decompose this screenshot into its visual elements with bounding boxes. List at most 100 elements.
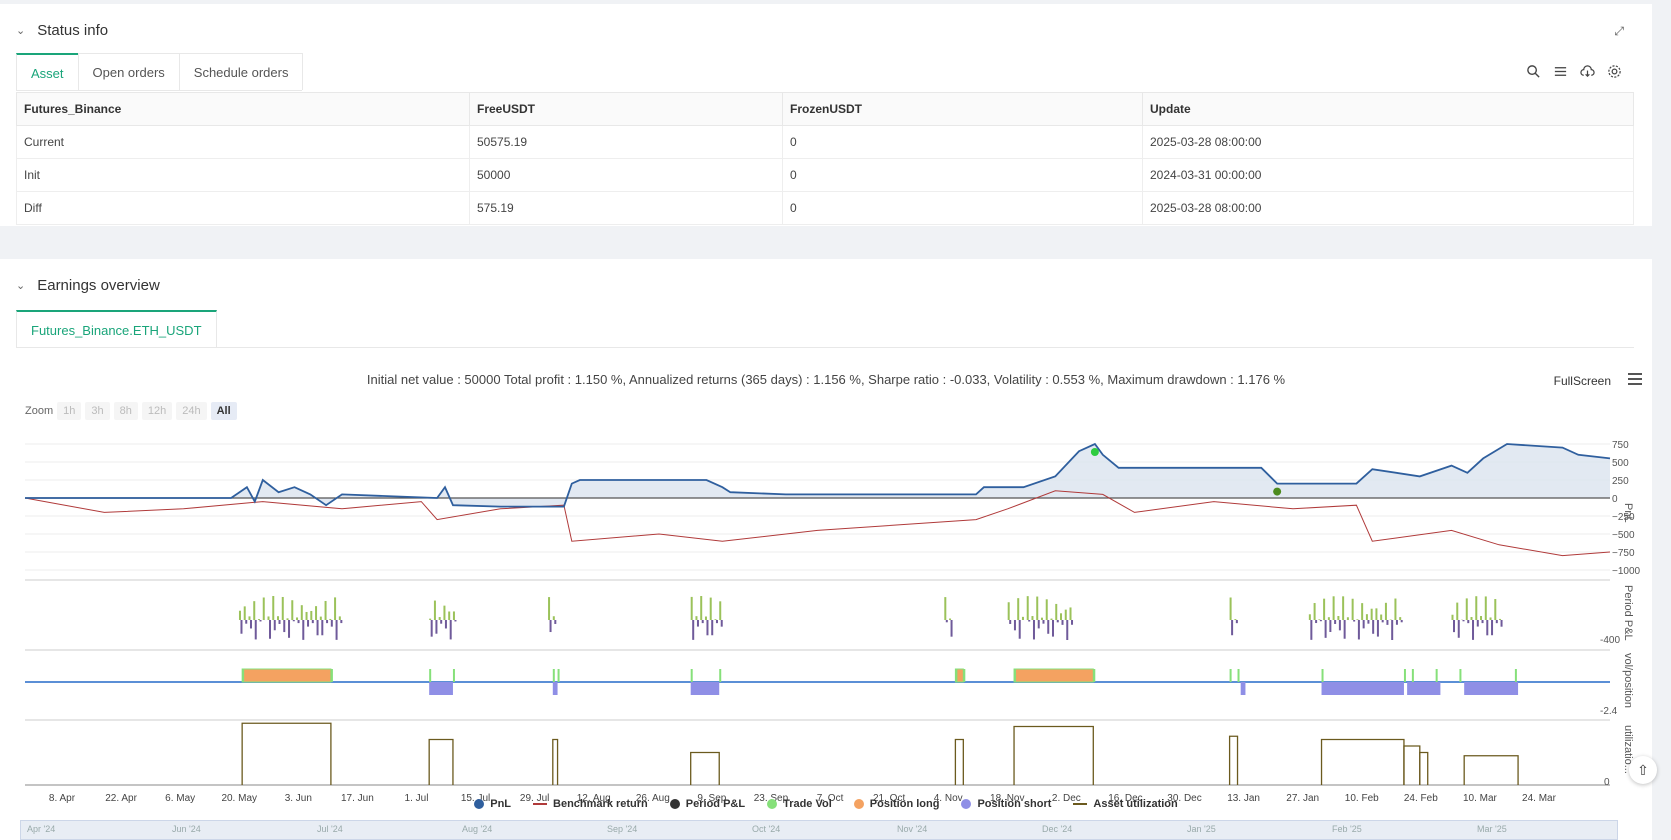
zoom-8h-button[interactable]: 8h — [113, 402, 138, 420]
status-panel-header[interactable]: ⌄ Status info — [16, 22, 108, 39]
navigator-tick-label: Aug '24 — [462, 824, 493, 834]
period-pnl-bar — [1234, 619, 1237, 620]
asset-table: Futures_Binance FreeUSDT FrozenUSDT Upda… — [16, 92, 1634, 225]
trade-vol-bar — [1459, 669, 1462, 682]
period-pnl-bar — [444, 620, 447, 629]
x-tick-label: 15. Jul — [461, 793, 490, 804]
period-pnl-bar — [1327, 617, 1330, 620]
legend-asset-utilization[interactable]: Asset utilization — [1073, 798, 1178, 810]
position-short-bar — [1407, 682, 1441, 695]
period-pnl-bar — [1332, 596, 1335, 620]
x-tick-label: 30. Dec — [1167, 793, 1201, 804]
chart-legend: PnL Benchmark return Period P&L Trade Vo… — [0, 798, 1652, 810]
period-pnl-bar — [1500, 620, 1503, 627]
x-tick-label: 16. Dec — [1108, 793, 1142, 804]
row-label-current[interactable]: Current — [16, 125, 470, 159]
period-pnl-bar — [1018, 620, 1021, 639]
col-header-free: FreeUSDT — [469, 92, 783, 126]
zoom-1h-button[interactable]: 1h — [57, 402, 82, 420]
position-short-bar — [429, 682, 453, 695]
tab-asset[interactable]: Asset — [16, 53, 79, 90]
period-pnl-bar — [548, 597, 551, 620]
legend-position-short[interactable]: Position short — [961, 798, 1051, 810]
period-pnl-bar — [300, 605, 303, 620]
period-pnl-bar — [1051, 620, 1054, 637]
period-pnl-bar — [272, 596, 275, 620]
utilization-step — [241, 722, 332, 785]
period-pnl-bar — [443, 605, 446, 620]
period-pnl-bar — [273, 620, 276, 631]
period-pnl-bar — [1462, 620, 1465, 622]
x-tick-label: 23. Sep — [754, 793, 789, 804]
cloud-download-icon[interactable] — [1580, 64, 1595, 79]
zoom-24h-button[interactable]: 24h — [176, 402, 207, 420]
x-tick-label: 4. Nov — [934, 793, 963, 804]
period-pnl-bar — [1484, 596, 1487, 620]
period-pnl-bar — [700, 596, 703, 620]
navigator-tick-label: Jun '24 — [172, 824, 201, 834]
navigator-scrollbar[interactable]: Apr '24 Jun '24 Jul '24 Aug '24 Sep '24 Oct '… — [20, 820, 1618, 840]
earnings-tabs: Futures_Binance.ETH_USDT — [16, 310, 1634, 348]
period-pnl-bar — [1229, 597, 1232, 620]
legend-position-long[interactable]: Position long — [853, 798, 939, 810]
zoom-12h-button[interactable]: 12h — [141, 402, 173, 420]
period-pnl-bar — [1047, 620, 1050, 634]
row-label-diff: Diff — [16, 191, 470, 225]
zoom-3h-button[interactable]: 3h — [85, 402, 110, 420]
period-pnl-bar — [714, 619, 717, 620]
period-pnl-bar — [1329, 620, 1332, 632]
trade-vol-bar — [429, 669, 432, 682]
tab-schedule-orders[interactable]: Schedule orders — [178, 53, 304, 90]
search-icon[interactable] — [1526, 64, 1541, 79]
x-tick-label: 13. Jan — [1227, 793, 1260, 804]
legend-period-pnl[interactable]: Period P&L — [669, 798, 745, 810]
period-pnl-bar — [454, 620, 457, 622]
period-pnl-bar — [690, 596, 693, 620]
zoom-all-button[interactable]: All — [210, 402, 237, 420]
period-pnl-bar — [269, 620, 272, 639]
trade-vol-bar — [1229, 669, 1232, 682]
period-pnl-bar — [1353, 620, 1356, 622]
x-tick-label: 10. Mar — [1463, 793, 1498, 804]
legend-benchmark[interactable]: Benchmark return — [533, 798, 648, 810]
back-to-top-button[interactable]: ⇧ — [1629, 756, 1657, 784]
chevron-down-icon[interactable]: ⌄ — [16, 25, 26, 37]
period-pnl-bar — [288, 620, 291, 638]
period-pnl-bar — [1457, 620, 1460, 638]
x-tick-label: 26. Aug — [636, 793, 670, 804]
trade-vol-bar — [1321, 669, 1324, 682]
period-pnl-bar — [719, 601, 722, 620]
asset-utilization — [241, 722, 1519, 785]
chevron-down-icon[interactable]: ⌄ — [16, 280, 26, 292]
period-pnl-bar — [1021, 616, 1024, 620]
max-marker — [1090, 448, 1099, 456]
period-pnl-bar — [1346, 617, 1349, 620]
earnings-chart[interactable]: 750 500 250 0 −250 −500 −750 −1000 PnL -400 Period… — [0, 425, 1671, 805]
period-pnl-bar — [950, 620, 953, 637]
collapse-icon[interactable]: ⤢ — [1614, 24, 1624, 38]
cell-free: 575.19 — [469, 191, 783, 225]
period-pnl-bar — [1338, 620, 1341, 631]
period-pnl-bar — [1356, 619, 1359, 620]
legend-trade-vol[interactable]: Trade Vol — [767, 798, 832, 810]
list-icon[interactable] — [1553, 64, 1568, 79]
tab-open-orders[interactable]: Open orders — [77, 53, 180, 90]
period-pnl-bar — [695, 616, 698, 620]
chart-menu-icon[interactable] — [1627, 372, 1643, 386]
period-pnl-bar — [1370, 608, 1373, 620]
period-pnl-bar — [1453, 620, 1455, 633]
cell-frozen: 0 — [782, 191, 1143, 225]
period-pnl-bar — [1009, 620, 1012, 624]
fullscreen-button[interactable]: FullScreen — [1553, 374, 1611, 388]
tab-symbol[interactable]: Futures_Binance.ETH_USDT — [16, 310, 217, 347]
period-pnl-bar — [1037, 620, 1040, 629]
pnl-axis-label: PnL — [1622, 503, 1634, 523]
trade-vol-bar — [963, 669, 966, 682]
x-tick-label: 24. Mar — [1522, 793, 1557, 804]
period-pnl-bar — [1310, 620, 1313, 640]
period-pnl-bar — [253, 601, 256, 620]
period-pnl-bar — [305, 611, 308, 620]
earnings-panel-header[interactable]: ⌄ Earnings overview — [16, 277, 160, 294]
legend-pnl[interactable]: PnL — [474, 798, 511, 810]
gear-icon[interactable] — [1607, 64, 1622, 79]
